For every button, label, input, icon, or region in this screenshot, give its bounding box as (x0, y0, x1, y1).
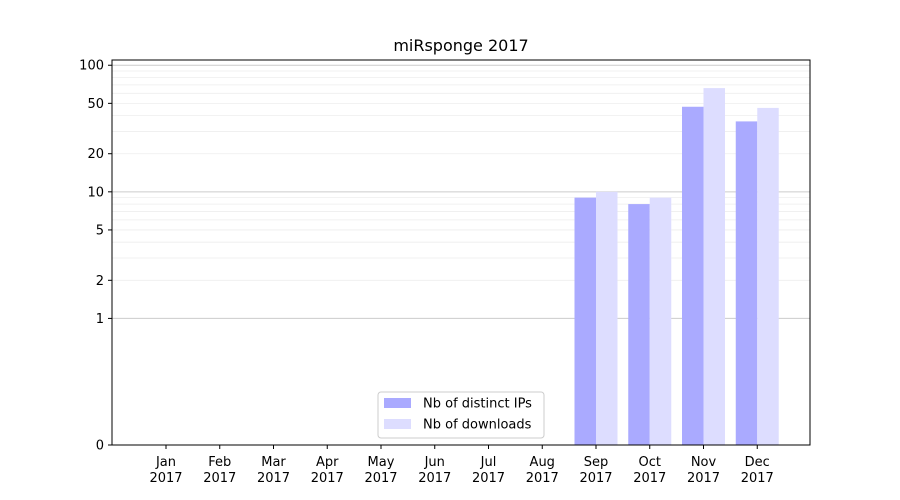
y-tick-label: 1 (96, 312, 104, 327)
bar-distinct-ips-dec (735, 121, 758, 445)
legend-box (377, 391, 545, 439)
x-tick-label-month: Oct (639, 455, 661, 470)
x-tick-label-month: Sep (584, 455, 609, 470)
x-tick-label-year: 2017 (203, 471, 236, 486)
y-tick-label: 2 (96, 274, 104, 289)
x-tick-label-month: Jun (424, 455, 445, 470)
legend: Nb of distinct IPs Nb of downloads (377, 391, 545, 439)
bar-distinct-ips-oct (628, 204, 650, 445)
x-tick-label-month: Feb (208, 455, 231, 470)
chart-title: miRsponge 2017 (393, 36, 528, 55)
x-tick-label-year: 2017 (472, 471, 505, 486)
y-tick-label: 0 (96, 439, 104, 454)
x-tick-label-month: Jul (480, 455, 497, 470)
x-tick-label-month: Mar (261, 455, 286, 470)
x-tick-label-year: 2017 (257, 471, 290, 486)
x-tick-label-month: Jan (155, 455, 176, 470)
y-tick-label: 20 (87, 147, 104, 162)
legend-swatch (384, 419, 411, 429)
y-tick-label: 50 (87, 97, 104, 112)
x-tick-label-month: Aug (530, 455, 555, 470)
bars-layer (574, 88, 779, 446)
bar-downloads-nov (703, 88, 725, 445)
grid-layer (112, 64, 810, 319)
legend-label: Nb of downloads (423, 418, 532, 433)
x-axis: Jan2017Feb2017Mar2017Apr2017May2017Jun20… (149, 445, 774, 486)
x-tick-label-year: 2017 (741, 471, 774, 486)
y-tick-label: 10 (87, 185, 104, 200)
x-tick-label-month: Apr (316, 455, 339, 470)
bar-distinct-ips-nov (682, 106, 704, 445)
x-tick-label-year: 2017 (526, 471, 559, 486)
x-tick-label-year: 2017 (687, 471, 720, 486)
x-tick-label-year: 2017 (311, 471, 344, 486)
bar-downloads-sep (596, 191, 618, 445)
plot-frame (111, 59, 811, 446)
y-tick-label: 100 (79, 59, 104, 74)
bar-downloads-dec (757, 107, 779, 446)
x-tick-label-year: 2017 (149, 471, 182, 486)
x-tick-label-year: 2017 (579, 471, 612, 486)
legend-swatch (384, 398, 411, 408)
bar-downloads-oct (649, 197, 672, 445)
x-tick-label-year: 2017 (364, 471, 397, 486)
x-tick-label-month: Nov (691, 455, 717, 470)
legend-label: Nb of distinct IPs (423, 397, 532, 412)
y-tick-label: 5 (96, 223, 104, 238)
x-tick-label-month: Dec (745, 455, 770, 470)
bar-distinct-ips-sep (574, 197, 596, 445)
x-tick-label-year: 2017 (418, 471, 451, 486)
x-tick-label-month: May (368, 455, 395, 470)
x-tick-label-year: 2017 (633, 471, 666, 486)
y-axis: 0 1 2 5 10 20 50 100 (79, 59, 112, 454)
